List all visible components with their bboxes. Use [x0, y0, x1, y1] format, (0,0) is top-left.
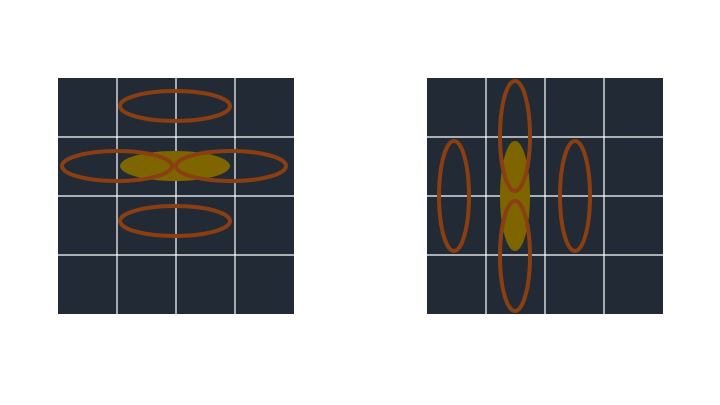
right-grid-panel — [427, 78, 663, 314]
left-grid-svg — [58, 78, 294, 314]
outline-ellipse — [118, 89, 232, 123]
outline-ellipse — [60, 149, 174, 183]
outline-ellipse — [174, 149, 288, 183]
outline-ellipse — [437, 139, 471, 253]
filled-ellipse — [500, 141, 530, 251]
outline-ellipse — [558, 139, 592, 253]
outline-ellipse — [498, 79, 532, 193]
left-grid-panel — [58, 78, 294, 314]
outline-ellipse — [498, 199, 532, 313]
right-grid-svg — [427, 78, 663, 314]
outline-ellipse — [118, 204, 232, 238]
